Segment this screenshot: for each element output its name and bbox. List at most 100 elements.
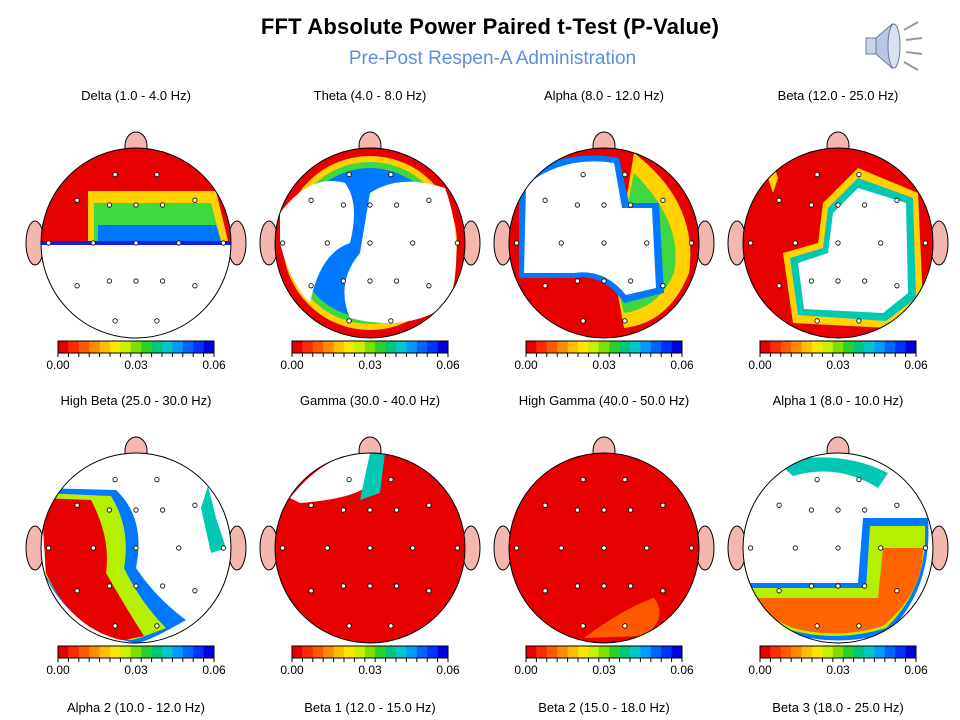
map-region	[778, 457, 888, 488]
map-region	[753, 548, 923, 634]
colorbar-swatch	[58, 341, 69, 353]
electrode-dot	[154, 172, 160, 178]
panel-title: High Beta (25.0 - 30.0 Hz)	[60, 393, 212, 408]
colorbar-swatch	[141, 341, 152, 353]
colorbar-frame	[759, 645, 917, 659]
colorbar-swatch	[619, 646, 631, 658]
colorbar-swatch	[375, 646, 386, 658]
electrode-dot	[574, 507, 581, 513]
electrode-dot	[814, 172, 820, 178]
speaker-icon[interactable]	[862, 16, 924, 76]
colorbar-swatch	[162, 646, 173, 658]
head-outline	[742, 452, 934, 644]
bottom-label-beta3: Beta 3 (18.0 - 25.0 Hz)	[772, 700, 904, 715]
colorbar-swatch	[650, 646, 662, 658]
electrode-dot	[426, 283, 432, 289]
colorbar-swatch	[780, 646, 792, 658]
electrode-dot	[346, 172, 352, 178]
colorbar-swatch	[536, 341, 548, 353]
colorbar-swatch	[385, 341, 397, 353]
electrode-dot	[346, 318, 352, 324]
colorbar-swatch	[822, 341, 834, 353]
map-region	[201, 486, 226, 553]
colorbar-swatch	[812, 341, 823, 353]
electrode-dot	[808, 507, 815, 513]
electrode-dot	[644, 545, 650, 551]
electrode-dot	[133, 507, 139, 513]
page-subtitle: Pre-Post Respen-A Administration	[348, 48, 637, 69]
colorbar-swatch	[526, 341, 537, 353]
colorbar-tick-label: 0.03	[124, 663, 148, 677]
electrode-dot	[856, 318, 862, 324]
colorbar-swatch	[801, 646, 813, 658]
colorbar-swatch	[333, 341, 345, 353]
colorbar-swatch	[588, 341, 600, 353]
colorbar-swatch	[58, 646, 69, 658]
electrode-dot	[660, 502, 666, 508]
colorbar-tick-label: 0.03	[358, 358, 382, 372]
electrode-dot	[601, 278, 607, 284]
colorbar-swatch	[344, 646, 355, 658]
electrode-dot	[346, 477, 352, 483]
electrode-dot	[367, 545, 373, 551]
colorbar-swatch	[578, 341, 589, 353]
colorbar-swatch	[292, 646, 303, 658]
colorbar-swatch	[120, 646, 132, 658]
colorbar-swatch	[396, 341, 407, 353]
electrode-dot	[112, 172, 118, 178]
electrode-dot	[688, 545, 694, 551]
colorbar-swatch	[364, 341, 376, 353]
electrode-dot	[74, 588, 80, 594]
electrode-dot	[112, 477, 118, 483]
colorbar-tick-label: 0.06	[904, 358, 928, 372]
colorbar-swatch	[89, 646, 100, 658]
colorbar-swatch	[526, 646, 537, 658]
electrode-dot	[622, 477, 628, 483]
colorbar-tick-label: 0.06	[904, 663, 928, 677]
electrode-dot	[367, 202, 373, 208]
head-topomap	[493, 131, 715, 357]
colorbar-tick-label: 0.06	[670, 663, 694, 677]
colorbar-swatch	[588, 646, 600, 658]
topomap-panel: Alpha (8.0 - 12.0 Hz) 0.00 0.03 0.06	[484, 88, 724, 388]
electrode-dot	[894, 588, 900, 594]
bottom-label-beta1: Beta 1 (12.0 - 15.0 Hz)	[304, 700, 436, 715]
topomap-panel: High Beta (25.0 - 30.0 Hz) 0.00 0.03 0.06	[16, 393, 256, 693]
electrode-dot	[279, 545, 286, 551]
colorbar-swatch	[630, 646, 641, 658]
colorbar-swatch	[141, 646, 152, 658]
electrode-dot	[580, 477, 586, 483]
colorbar-swatch	[640, 646, 652, 658]
colorbar-swatch	[172, 341, 184, 353]
map-region	[290, 453, 375, 503]
electrode-dot	[601, 507, 607, 513]
electrode-dot	[792, 240, 798, 246]
colorbar-swatch	[832, 341, 844, 353]
head-outline	[742, 147, 934, 339]
colorbar-frame	[57, 645, 215, 659]
head-topomap	[259, 436, 481, 662]
electrode-dot	[574, 278, 581, 284]
electrode-dot	[776, 197, 782, 203]
panel-title: Delta (1.0 - 4.0 Hz)	[81, 88, 191, 103]
colorbar-swatch	[864, 341, 875, 353]
electrode-dot	[324, 240, 330, 246]
colorbar-tick-label: 0.03	[592, 358, 616, 372]
colorbar-tick-label: 0.00	[280, 358, 304, 372]
electrode-dot	[388, 318, 394, 324]
electrode-dot	[74, 197, 80, 203]
colorbar-frame	[291, 645, 449, 659]
electrode-dot	[340, 583, 347, 589]
electrode-dot	[513, 545, 520, 551]
colorbar-swatch	[884, 341, 896, 353]
colorbar-tick-label: 0.00	[46, 358, 70, 372]
colorbar-swatch	[78, 646, 90, 658]
panel-title: Beta (12.0 - 25.0 Hz)	[777, 88, 899, 103]
electrode-dot	[90, 240, 96, 246]
colorbar-tick-label: 0.06	[670, 358, 694, 372]
electrode-dot	[894, 283, 900, 289]
colorbar-swatch	[619, 341, 631, 353]
electrode-dot	[106, 507, 113, 513]
colorbar-tick-label: 0.00	[748, 358, 772, 372]
electrode-dot	[628, 583, 634, 589]
